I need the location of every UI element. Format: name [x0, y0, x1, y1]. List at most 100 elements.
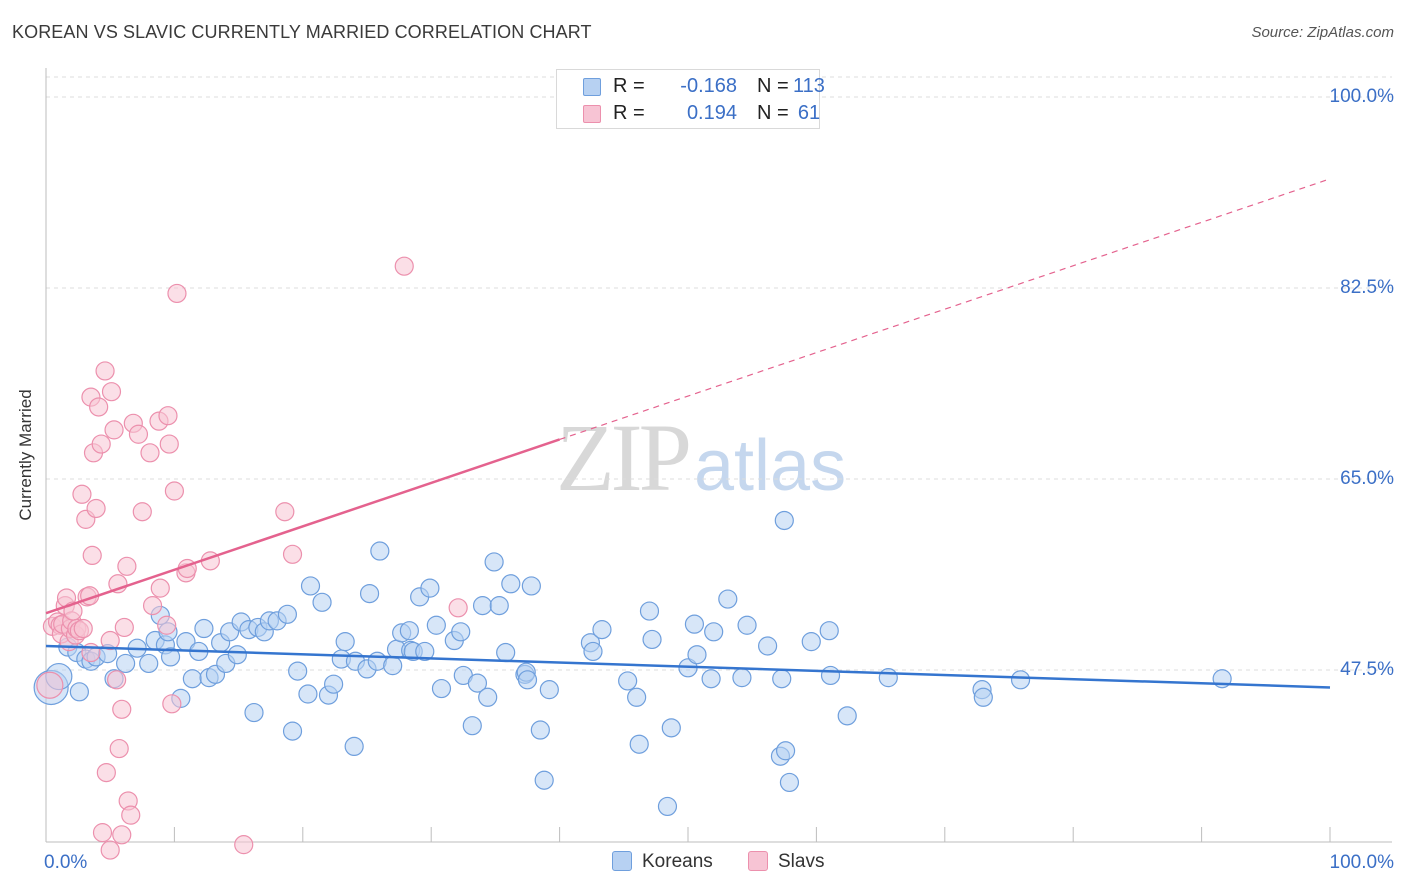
korean-point: [819, 621, 839, 641]
korean-point: [629, 734, 649, 754]
korean-point: [335, 632, 355, 652]
korean-point: [775, 741, 796, 761]
korean-point: [282, 721, 303, 741]
slav-point: [73, 618, 93, 639]
slav-point: [82, 545, 102, 566]
korean-point: [718, 589, 738, 609]
korean-point: [534, 770, 554, 790]
korean-point: [627, 687, 647, 707]
korean-point: [878, 668, 898, 688]
korean-point: [618, 671, 638, 691]
korean-point: [324, 674, 344, 694]
korean-point: [462, 716, 482, 736]
korean-point: [370, 541, 390, 561]
source-label: Source: ZipAtlas.com: [1251, 24, 1394, 41]
korean-point: [420, 578, 440, 598]
korean-point: [684, 614, 705, 634]
slav-point: [282, 544, 303, 564]
slavs-legend-label: Slavs: [778, 851, 825, 872]
y-tick-label: 82.5%: [1340, 277, 1394, 298]
slav-point: [86, 498, 106, 519]
slav-point: [104, 420, 124, 440]
korean-point: [194, 618, 214, 639]
korean-point: [820, 665, 841, 686]
korean-point: [592, 620, 612, 640]
slav-point: [167, 283, 187, 304]
slav-point: [140, 443, 160, 463]
korean-point: [298, 684, 318, 704]
korean-point: [478, 687, 498, 707]
slavs-r-value: 0.194: [686, 102, 737, 124]
slavs-r-label: R =: [613, 102, 645, 124]
slav-point: [158, 406, 178, 426]
bottom-legend-koreans[interactable]: Koreans: [612, 851, 713, 873]
korean-point: [359, 583, 380, 604]
slav-point: [89, 397, 109, 417]
slav-point: [96, 762, 116, 783]
korean-point: [779, 772, 800, 793]
korean-point: [732, 668, 752, 688]
slav-point: [150, 578, 170, 598]
slav-point: [92, 823, 113, 843]
slavs-trend-line-dashed: [559, 178, 1331, 441]
slav-point: [36, 671, 64, 699]
korean-point: [496, 642, 516, 663]
x-min-label: 0.0%: [44, 852, 88, 873]
slav-point: [91, 434, 111, 454]
slav-point: [100, 630, 120, 651]
koreans-n-value: 113: [793, 75, 825, 97]
korean-point: [521, 576, 541, 596]
korean-point: [116, 653, 136, 674]
slav-point: [72, 484, 92, 504]
slav-point: [112, 699, 132, 719]
korean-point: [661, 718, 681, 738]
slav-point: [275, 502, 295, 522]
slav-point: [117, 556, 137, 576]
korean-point: [244, 702, 264, 723]
korean-point: [182, 669, 202, 689]
korean-point: [300, 576, 321, 596]
koreans-swatch: [583, 78, 601, 96]
y-tick-label: 100.0%: [1329, 86, 1394, 107]
korean-point: [383, 656, 403, 676]
slav-point: [95, 361, 115, 381]
korean-point: [431, 678, 452, 699]
slav-point: [101, 382, 122, 402]
slav-point: [114, 617, 134, 638]
slav-point: [132, 502, 152, 522]
slav-point: [100, 840, 120, 860]
koreans-r-value: -0.168: [680, 75, 737, 97]
korean-point: [737, 615, 757, 635]
slav-point: [157, 615, 177, 635]
korean-point: [687, 645, 707, 665]
slav-point: [448, 598, 468, 618]
slav-point: [234, 835, 254, 855]
slav-point: [107, 670, 127, 690]
korean-point: [451, 622, 471, 642]
slav-point: [394, 256, 414, 276]
korean-point: [415, 641, 435, 662]
koreans-r-label: R =: [613, 75, 645, 97]
slavs-swatch: [583, 105, 601, 123]
korean-point: [489, 596, 509, 616]
korean-point: [772, 669, 792, 689]
koreans-legend-swatch: [612, 851, 632, 871]
korean-point: [539, 680, 559, 700]
x-max-label: 100.0%: [1329, 852, 1394, 873]
korean-point: [344, 736, 364, 757]
axes: [45, 68, 1392, 843]
grid-lines: [46, 76, 1392, 671]
slav-point: [164, 481, 184, 501]
korean-point: [801, 632, 821, 652]
korean-point: [467, 673, 488, 693]
korean-point: [758, 636, 778, 656]
korean-point: [1010, 670, 1031, 690]
y-tick-label: 65.0%: [1340, 468, 1394, 489]
korean-point: [139, 653, 159, 674]
bottom-legend-slavs[interactable]: Slavs: [748, 851, 824, 873]
korean-point: [160, 647, 181, 667]
slavs-legend-swatch: [748, 851, 768, 871]
slavs-n-value: 61: [797, 102, 821, 124]
y-tick-label: 47.5%: [1340, 659, 1394, 680]
slav-point: [142, 596, 163, 616]
